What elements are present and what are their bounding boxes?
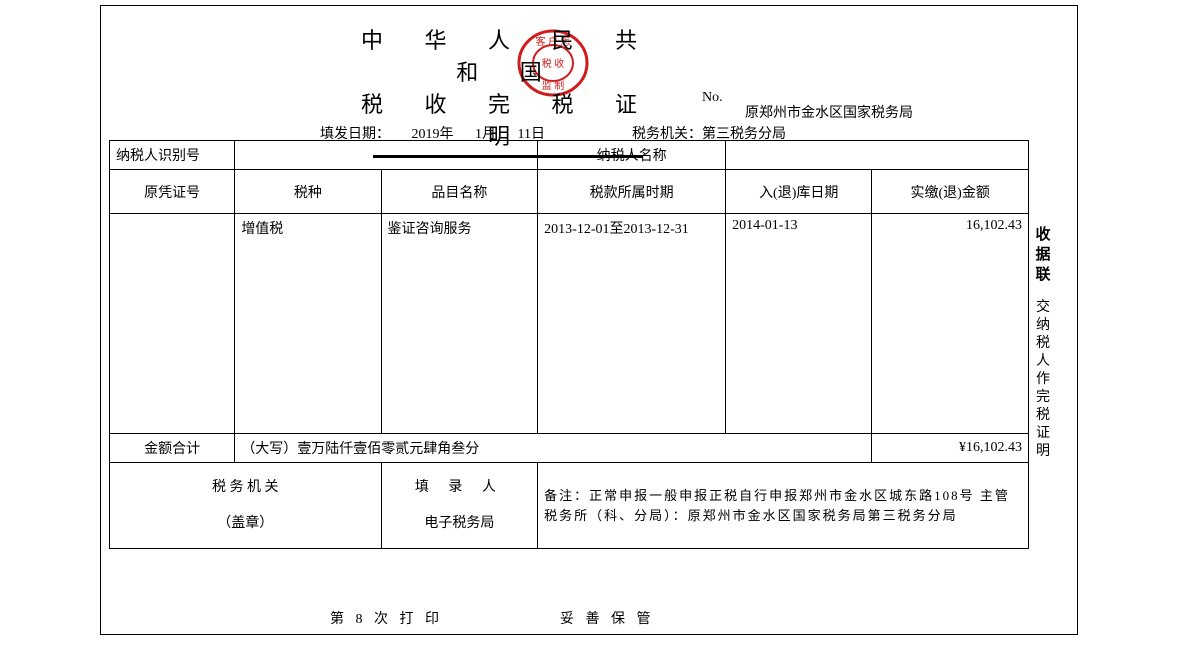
stub-title: 收据联 (1034, 225, 1052, 285)
cell-indate: 2014-01-13 (726, 214, 872, 434)
stub-note: 交纳税人作完税证明 (1034, 299, 1052, 461)
total-amount: ¥16,102.43 (872, 434, 1029, 463)
footer-filler: 填 录 人 电子税务局 (381, 463, 538, 549)
total-row: 金额合计 （大写）壹万陆仟壹佰零贰元肆角叁分 ¥16,102.43 (110, 434, 1029, 463)
col-taxtype: 税种 (235, 170, 381, 214)
col-item: 品目名称 (381, 170, 538, 214)
authority-top: 原郑州市金水区国家税务局 (745, 105, 913, 123)
taxpayer-row: 纳税人识别号 纳税人名称 (110, 141, 1029, 170)
col-amount: 实缴(退)金额 (872, 170, 1029, 214)
tax-certificate-table: 纳税人识别号 纳税人名称 原凭证号 税种 品目名称 税款所属时期 入(退)库日期… (109, 140, 1029, 549)
cell-voucher (110, 214, 235, 434)
taxpayer-id-label: 纳税人识别号 (110, 141, 235, 170)
column-headers: 原凭证号 税种 品目名称 税款所属时期 入(退)库日期 实缴(退)金额 (110, 170, 1029, 214)
footer-remark: 备注：正常申报一般申报正税自行申报郑州市金水区城东路108号 主管税务所（科、分… (538, 463, 1029, 549)
col-voucher: 原凭证号 (110, 170, 235, 214)
cell-item: 鉴证咨询服务 (381, 214, 538, 434)
total-words: （大写）壹万陆仟壹佰零贰元肆角叁分 (235, 434, 872, 463)
cell-period: 2013-12-01至2013-12-31 (538, 214, 726, 434)
keep-note: 妥 善 保 管 (560, 608, 655, 628)
col-period: 税款所属时期 (538, 170, 726, 214)
taxpayer-id-value (235, 141, 538, 170)
title-line-1: 中 华 人 民 共 和 国 (330, 25, 686, 89)
cell-taxtype: 增值税 (235, 214, 381, 434)
stub-text: 收据联 交纳税人作完税证明 (1034, 225, 1052, 461)
no-label: No. (702, 90, 723, 105)
taxpayer-name-label: 纳税人名称 (538, 141, 726, 170)
taxpayer-name-value (726, 141, 1029, 170)
document-number: No. (702, 90, 723, 106)
col-indate: 入(退)库日期 (726, 170, 872, 214)
footer-tax-authority: 税 务 机 关 （盖章） (110, 463, 382, 549)
footer-row: 税 务 机 关 （盖章） 填 录 人 电子税务局 备注：正常申报一般申报正税自行… (110, 463, 1029, 549)
table-row: 增值税 鉴证咨询服务 2013-12-01至2013-12-31 2014-01… (110, 214, 1029, 434)
tax-authority-name: 原郑州市金水区国家税务局 (745, 105, 913, 123)
total-label: 金额合计 (110, 434, 235, 463)
print-count: 第 8 次 打 印 (330, 608, 443, 628)
cell-amount: 16,102.43 (872, 214, 1029, 434)
